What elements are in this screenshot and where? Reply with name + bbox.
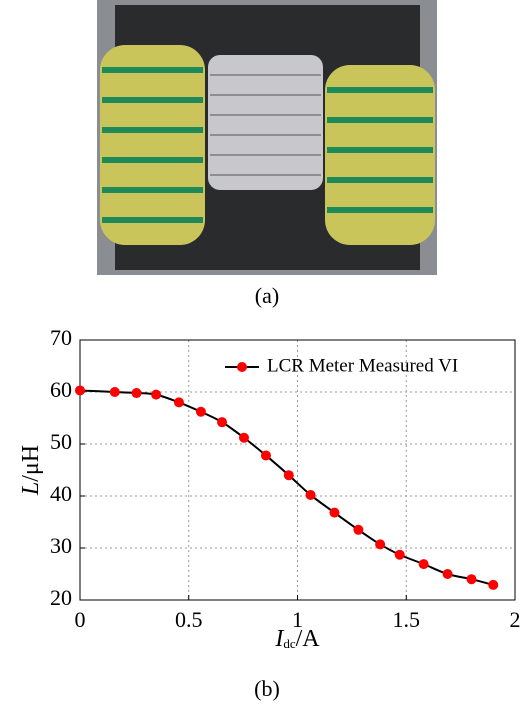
- data-point: [375, 539, 386, 550]
- y-tick-label: 70: [50, 325, 72, 350]
- photo: [97, 0, 437, 275]
- data-point: [75, 385, 85, 396]
- plot-frame: [79, 339, 516, 601]
- y-tick-label: 50: [50, 429, 72, 454]
- caption: (b): [254, 676, 280, 701]
- data-point: [131, 388, 142, 399]
- data-point: [329, 507, 340, 518]
- data-point: [353, 524, 364, 535]
- data-point: [488, 579, 499, 590]
- y-axis-label: L/μH: [18, 445, 44, 496]
- data-point: [260, 450, 271, 461]
- x-tick-label: 1.5: [393, 607, 421, 632]
- data-point: [195, 406, 206, 417]
- x-label-unit: /A: [296, 626, 321, 652]
- middle-coil: [208, 55, 323, 190]
- data-point: [466, 574, 477, 585]
- x-tick-label: 1: [292, 607, 303, 632]
- caption: (a): [255, 283, 279, 308]
- x-tick-label: 0: [75, 607, 86, 632]
- data-point: [238, 432, 249, 443]
- series-line: [79, 389, 494, 586]
- x-tick-label: 2: [510, 607, 521, 632]
- data-point: [442, 569, 453, 579]
- left-coil: [100, 45, 205, 245]
- y-tick-label: 20: [50, 585, 72, 610]
- data-point: [394, 549, 405, 560]
- x-axis-label: Idc/A: [274, 626, 320, 652]
- data-point: [283, 470, 294, 481]
- x-label-subscript: dc: [283, 636, 296, 651]
- data-point: [217, 417, 228, 428]
- data-point: [151, 389, 162, 400]
- data-point: [418, 559, 429, 570]
- y-tick-label: 30: [50, 533, 72, 558]
- legend-marker: [237, 362, 247, 372]
- y-tick-label: 40: [50, 481, 72, 506]
- x-tick-label: 0.5: [175, 607, 203, 632]
- data-point: [109, 387, 120, 397]
- data-point: [305, 489, 316, 500]
- y-label-symbol: L: [18, 482, 44, 496]
- data-point: [173, 397, 184, 408]
- right-coil: [325, 65, 435, 245]
- x-label-symbol: I: [274, 626, 284, 652]
- y-tick-label: 60: [50, 377, 72, 402]
- y-label-unit: /μH: [18, 445, 44, 482]
- chart: 20 30 40 50 60 70 0 0.5 1 1.5 2 Idc/A L/μH LCR Meter …: [18, 325, 521, 651]
- legend-label: LCR Meter Measured VI: [267, 355, 458, 376]
